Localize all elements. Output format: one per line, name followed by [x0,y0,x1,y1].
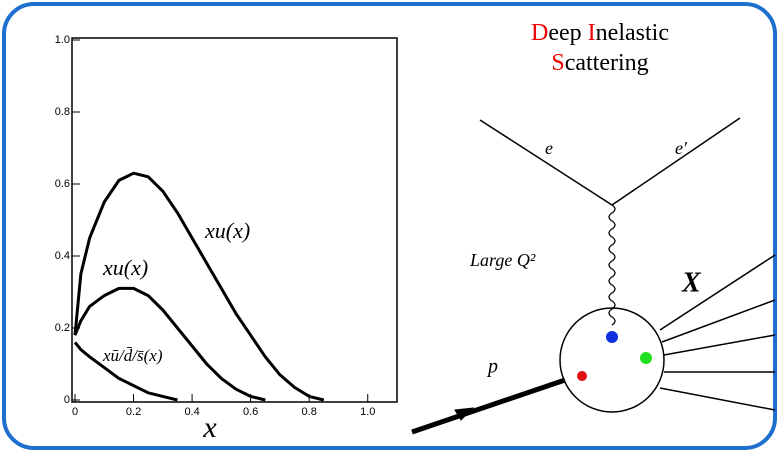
label-q2: Large Q² [469,250,536,270]
y-tick-label: 0.4 [55,250,70,262]
curve-label: xu(x) [102,255,148,280]
y-tick-label: 0 [64,394,70,406]
electron-line [479,119,613,206]
x-tick-label: 0.6 [243,406,258,418]
hadron [661,299,776,343]
proton [559,307,665,413]
label-e: e [545,138,553,158]
x-tick-label: 0.2 [126,406,141,418]
arrow [454,407,475,421]
y-tick-label: 0.8 [55,106,70,118]
photon [608,204,616,326]
y-tick-label: 1.0 [55,34,70,46]
hadron [659,387,776,411]
y-tick-label: 0.6 [55,178,70,190]
curve [73,286,266,402]
label-e-prime: e′ [675,138,688,158]
title-part: D [531,20,548,46]
hadron [659,254,776,331]
title-part: S [551,50,564,76]
frame [2,2,777,450]
hadron [663,334,776,356]
title-part: cattering [565,50,649,76]
title-line1: Deep Inelastic [531,20,669,46]
x-tick-label: 1.0 [360,406,375,418]
curve-label: xū/d̄/s̄(x) [102,346,163,365]
title-line2: Scattering [551,50,648,76]
x-tick-label: 0 [72,406,78,418]
quark [640,352,652,364]
electron-line [611,117,741,206]
title-part: I [588,20,596,46]
y-tick-label: 0.2 [55,322,70,334]
title-part: eep [548,20,587,46]
proton-line [411,377,566,435]
x-tick-label: 0.4 [184,406,199,418]
quark [577,371,587,381]
quark [606,331,618,343]
x-tick-label: 0.8 [302,406,317,418]
x-axis-label: x [202,411,217,444]
curve-label: xu(x) [204,218,250,243]
title-part: nelastic [596,20,669,46]
label-x: X [681,267,702,298]
label-p: p [486,356,498,378]
curve [73,341,178,402]
feynman-diagram [411,117,776,435]
plot-frame [71,37,398,403]
curve [73,171,325,402]
